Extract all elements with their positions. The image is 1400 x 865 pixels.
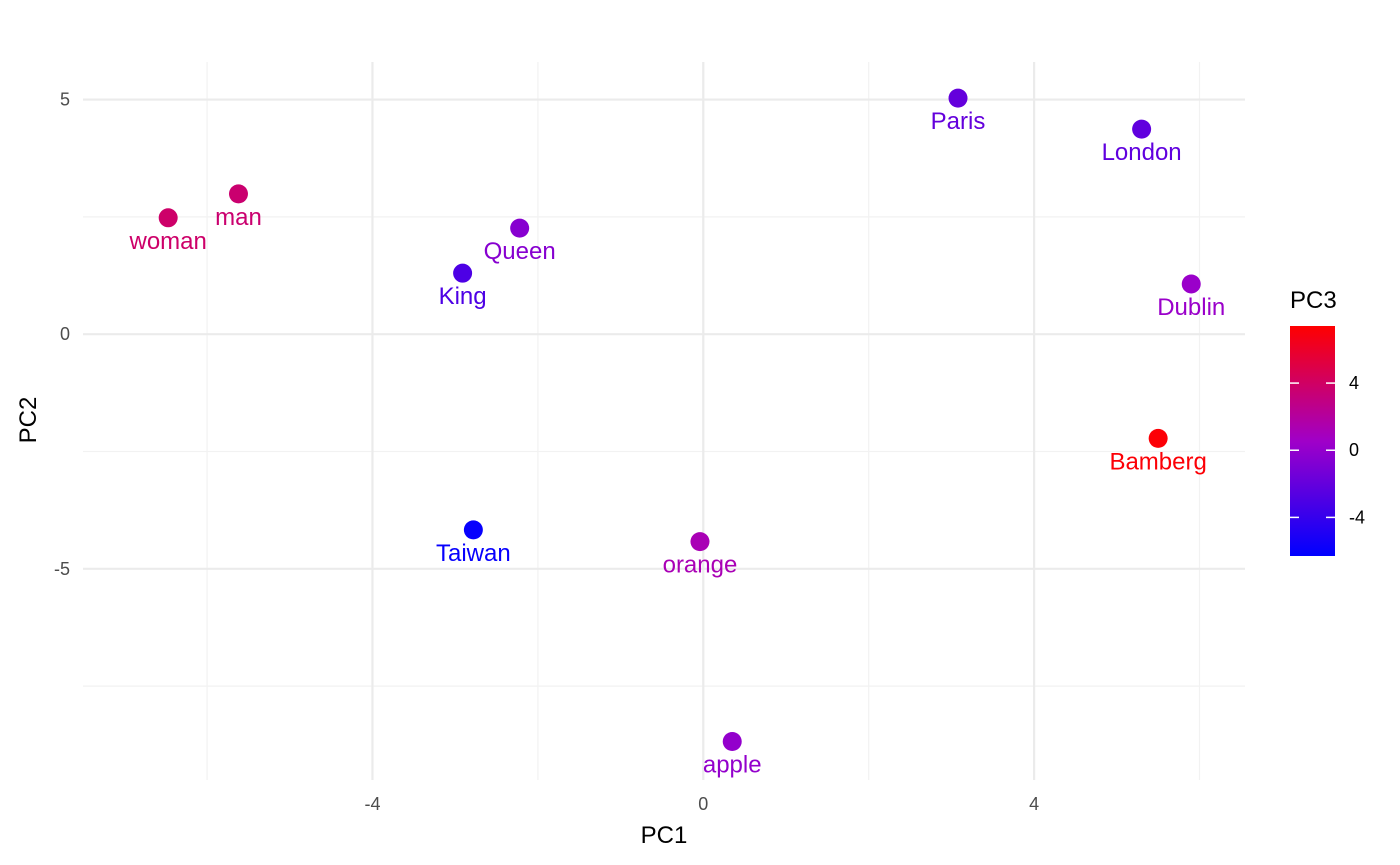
data-point-label: Taiwan [436,540,511,567]
data-point-label: apple [703,752,762,779]
major-gridlines [83,62,1245,780]
data-point-label: London [1102,139,1182,166]
data-point [690,532,710,552]
data-point-label: Queen [484,238,556,265]
data-point-label: Bamberg [1109,448,1206,475]
data-points [158,88,1201,752]
colorbar [1290,326,1335,556]
color-legend: PC3 4 0 -4 [1290,287,1365,556]
x-axis-title: PC1 [641,822,688,849]
data-point-label: Dublin [1157,294,1225,321]
colorbar-tick-label: -4 [1349,507,1365,527]
data-point-label: orange [663,552,738,579]
data-point [1181,274,1201,294]
data-point [510,218,530,238]
data-point [228,184,248,204]
minor-gridlines [83,62,1245,780]
colorbar-ticks: 4 0 -4 [1290,373,1365,527]
point-labels: Paris London woman man Queen King Dublin Bamber… [128,108,1225,778]
y-tick-label: 0 [60,324,70,344]
data-point [948,88,968,108]
x-tick-label: 4 [1029,794,1039,814]
x-axis-tick-labels: -4 0 4 [364,794,1039,814]
data-point [453,263,473,283]
data-point [1148,428,1168,448]
colorbar-tick-label: 0 [1349,440,1359,460]
data-point-label: Paris [931,108,986,135]
data-point [1132,119,1152,139]
y-axis-title: PC2 [15,397,42,444]
y-axis-tick-labels: 5 0 -5 [54,90,70,579]
data-point-label: King [439,283,487,310]
colorbar-tick-label: 4 [1349,373,1359,393]
data-point [158,208,178,228]
x-tick-label: 0 [698,794,708,814]
data-point [722,732,742,752]
data-point-label: woman [128,228,206,255]
data-point [463,520,483,540]
legend-title: PC3 [1290,287,1337,314]
y-tick-label: -5 [54,559,70,579]
y-tick-label: 5 [60,90,70,110]
x-tick-label: -4 [364,794,380,814]
data-point-label: man [215,204,262,231]
